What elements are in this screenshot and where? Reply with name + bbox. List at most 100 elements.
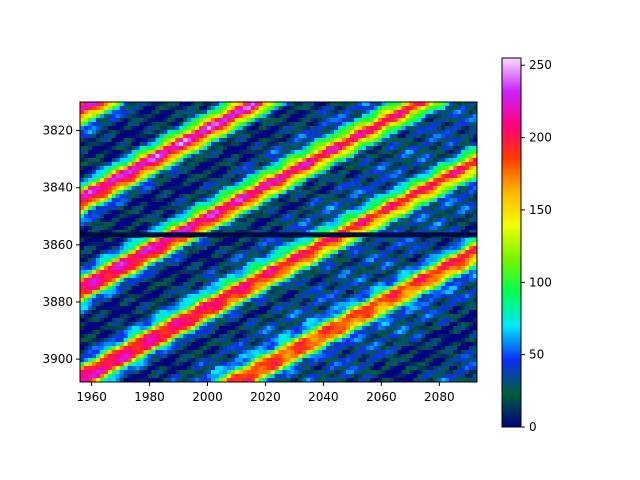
heatmap-cell bbox=[238, 198, 244, 203]
heatmap-cell bbox=[167, 106, 172, 111]
heatmap-cell bbox=[389, 286, 395, 291]
heatmap-cell bbox=[203, 114, 208, 119]
heatmap-cell bbox=[322, 122, 327, 127]
heatmap-cell bbox=[167, 214, 172, 219]
heatmap-cell bbox=[230, 294, 236, 299]
heatmap-cell bbox=[345, 110, 351, 115]
heatmap-cell bbox=[445, 194, 450, 199]
heatmap-cell bbox=[441, 270, 446, 275]
heatmap-cell bbox=[393, 102, 399, 107]
heatmap-cell bbox=[425, 262, 430, 267]
heatmap-cell bbox=[445, 182, 450, 187]
heatmap-cell bbox=[330, 298, 335, 303]
heatmap-cell bbox=[433, 154, 438, 159]
heatmap-cell bbox=[373, 214, 379, 219]
heatmap-cell bbox=[318, 102, 323, 107]
heatmap-cell bbox=[87, 258, 93, 263]
heatmap-cell bbox=[238, 158, 244, 163]
heatmap-cell bbox=[342, 258, 347, 263]
heatmap-cell bbox=[433, 266, 438, 271]
heatmap-cell bbox=[187, 130, 192, 135]
heatmap-cell bbox=[413, 150, 418, 155]
heatmap-cell bbox=[345, 162, 351, 167]
heatmap-cell bbox=[139, 270, 145, 275]
heatmap-cell bbox=[266, 202, 272, 207]
heatmap-cell bbox=[338, 206, 343, 211]
heatmap-cell bbox=[373, 118, 379, 123]
heatmap-cell bbox=[381, 142, 387, 147]
heatmap-cell bbox=[286, 190, 291, 195]
heatmap-cell bbox=[107, 266, 113, 271]
heatmap-cell bbox=[175, 298, 180, 303]
heatmap-cell bbox=[246, 274, 252, 279]
heatmap-cell bbox=[298, 182, 303, 187]
heatmap-cell bbox=[226, 138, 232, 143]
heatmap-cell bbox=[294, 286, 299, 291]
heatmap-cell bbox=[342, 254, 347, 259]
heatmap-cell bbox=[338, 106, 343, 111]
heatmap-cell bbox=[270, 118, 276, 123]
heatmap-cell bbox=[433, 210, 438, 215]
heatmap-cell bbox=[381, 138, 387, 143]
heatmap-cell bbox=[338, 286, 343, 291]
heatmap-cell bbox=[421, 290, 426, 295]
heatmap-cell bbox=[353, 138, 359, 143]
heatmap-cell bbox=[238, 298, 244, 303]
heatmap-cell bbox=[334, 110, 339, 115]
heatmap-cell bbox=[187, 174, 192, 179]
heatmap-cell bbox=[155, 246, 160, 251]
heatmap-cell bbox=[353, 214, 359, 219]
heatmap-cell bbox=[222, 294, 228, 299]
heatmap-cell bbox=[99, 242, 105, 247]
heatmap-cell bbox=[357, 118, 363, 123]
heatmap-cell bbox=[211, 214, 216, 219]
heatmap-cell bbox=[417, 134, 422, 139]
heatmap-cell bbox=[302, 178, 307, 183]
heatmap-cell bbox=[183, 182, 188, 187]
heatmap-cell bbox=[282, 258, 287, 263]
heatmap-cell bbox=[226, 198, 232, 203]
heatmap-cell bbox=[119, 250, 125, 255]
heatmap-cell bbox=[294, 166, 299, 171]
heatmap-cell bbox=[179, 210, 184, 215]
heatmap-cell bbox=[349, 182, 355, 187]
heatmap-cell bbox=[389, 102, 395, 107]
heatmap-cell bbox=[334, 126, 339, 131]
heatmap-cell bbox=[294, 118, 299, 123]
heatmap-cell bbox=[322, 278, 327, 283]
heatmap-cell bbox=[111, 194, 117, 199]
heatmap-cell bbox=[211, 130, 216, 135]
heatmap-cell bbox=[155, 282, 160, 287]
heatmap-cell bbox=[461, 190, 466, 195]
heatmap-cell bbox=[191, 294, 196, 299]
heatmap-cell bbox=[135, 206, 141, 211]
heatmap-cell bbox=[338, 118, 343, 123]
heatmap-cell bbox=[365, 106, 371, 111]
heatmap-cell bbox=[469, 130, 474, 135]
heatmap-cell bbox=[385, 126, 391, 131]
heatmap-cell bbox=[274, 158, 279, 163]
heatmap-cell bbox=[115, 222, 121, 227]
heatmap-cell bbox=[417, 222, 422, 227]
heatmap-cell bbox=[473, 154, 477, 159]
heatmap-cell bbox=[417, 254, 422, 259]
heatmap-cell bbox=[246, 134, 252, 139]
heatmap-cell bbox=[183, 290, 188, 295]
heatmap-cell bbox=[345, 266, 351, 271]
heatmap-cell bbox=[179, 150, 184, 155]
heatmap-cell bbox=[171, 110, 176, 115]
heatmap-cell bbox=[187, 186, 192, 191]
heatmap-cell bbox=[242, 166, 248, 171]
heatmap-cell bbox=[334, 202, 339, 207]
heatmap-cell bbox=[290, 290, 295, 295]
heatmap-cell bbox=[218, 178, 224, 183]
heatmap-cell bbox=[373, 242, 379, 247]
heatmap-cell bbox=[397, 278, 403, 283]
heatmap-cell bbox=[385, 286, 391, 291]
heatmap-cell bbox=[322, 238, 327, 243]
heatmap-cell bbox=[413, 110, 418, 115]
heatmap-cell bbox=[338, 158, 343, 163]
heatmap-cell bbox=[139, 298, 145, 303]
heatmap-cell bbox=[310, 130, 315, 135]
